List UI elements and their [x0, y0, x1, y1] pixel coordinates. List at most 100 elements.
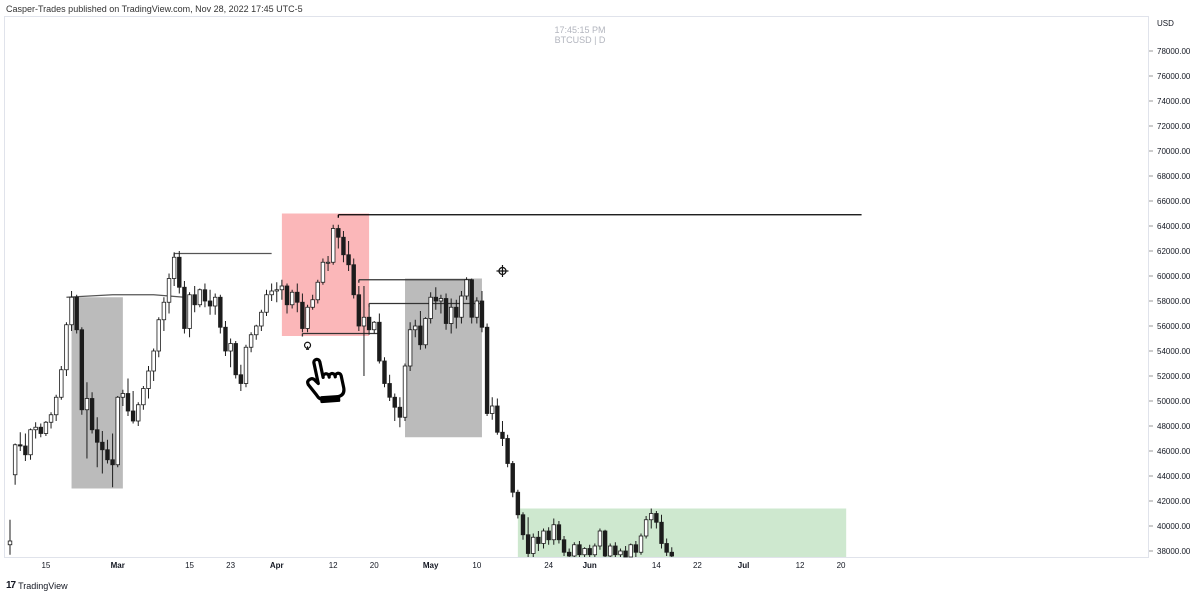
candle[interactable]: [654, 511, 659, 529]
candle[interactable]: [351, 258, 356, 299]
candle[interactable]: [628, 543, 633, 558]
candle[interactable]: [608, 543, 613, 558]
candle[interactable]: [125, 378, 131, 417]
candle[interactable]: [279, 279, 285, 300]
candle[interactable]: [413, 319, 418, 338]
candle[interactable]: [520, 512, 526, 540]
candle[interactable]: [192, 286, 197, 313]
candle[interactable]: [382, 357, 387, 388]
zone-box[interactable]: [517, 508, 847, 558]
candle[interactable]: [587, 544, 592, 557]
candle[interactable]: [146, 366, 151, 399]
pointing-hand-icon[interactable]: [303, 355, 346, 404]
candle[interactable]: [592, 543, 598, 558]
candle[interactable]: [89, 392, 95, 434]
curved-level-line[interactable]: [66, 294, 185, 298]
candle[interactable]: [448, 298, 454, 334]
candle[interactable]: [228, 338, 233, 368]
candle[interactable]: [495, 398, 500, 435]
candle[interactable]: [243, 344, 249, 388]
candle[interactable]: [623, 546, 628, 558]
candle[interactable]: [546, 527, 551, 545]
candle[interactable]: [33, 422, 38, 439]
tradingview-logo[interactable]: 17: [6, 580, 16, 591]
candle[interactable]: [469, 278, 474, 324]
candle[interactable]: [269, 283, 274, 302]
candle[interactable]: [356, 286, 362, 331]
candle[interactable]: [84, 382, 90, 459]
candle[interactable]: [597, 528, 603, 550]
candle[interactable]: [330, 224, 336, 265]
candle[interactable]: [500, 421, 505, 446]
candle[interactable]: [361, 286, 367, 376]
candle[interactable]: [64, 322, 69, 376]
candle[interactable]: [300, 293, 305, 333]
candle[interactable]: [197, 288, 203, 308]
candle[interactable]: [377, 313, 382, 364]
candle[interactable]: [161, 297, 167, 331]
candle[interactable]: [346, 241, 351, 271]
candle[interactable]: [100, 431, 105, 474]
candle[interactable]: [53, 394, 59, 421]
candle[interactable]: [464, 277, 469, 300]
candle[interactable]: [315, 279, 320, 304]
candle[interactable]: [177, 251, 182, 294]
candle[interactable]: [202, 283, 208, 308]
candle[interactable]: [218, 294, 223, 334]
candle[interactable]: [115, 396, 120, 468]
candle[interactable]: [566, 548, 572, 558]
candle[interactable]: [264, 289, 269, 316]
candle[interactable]: [59, 366, 64, 400]
candle[interactable]: [531, 533, 536, 558]
candle[interactable]: [336, 224, 341, 249]
candle[interactable]: [505, 434, 510, 468]
candle[interactable]: [248, 332, 254, 353]
candle[interactable]: [459, 291, 464, 324]
candle[interactable]: [23, 433, 28, 462]
candle[interactable]: [120, 389, 126, 406]
candle[interactable]: [418, 311, 423, 350]
candle[interactable]: [366, 306, 372, 335]
candle[interactable]: [407, 322, 413, 371]
candle[interactable]: [136, 402, 141, 426]
candle[interactable]: [310, 294, 315, 310]
candle[interactable]: [649, 508, 654, 529]
candle[interactable]: [572, 542, 577, 557]
candle[interactable]: [474, 297, 480, 324]
candle[interactable]: [12, 443, 18, 485]
candle[interactable]: [130, 391, 136, 424]
candle[interactable]: [541, 528, 546, 549]
candle[interactable]: [484, 323, 490, 417]
candle[interactable]: [207, 289, 213, 315]
candle[interactable]: [392, 393, 397, 422]
candle[interactable]: [48, 412, 54, 429]
candle[interactable]: [561, 536, 567, 556]
candle[interactable]: [428, 292, 433, 324]
candle[interactable]: [515, 489, 521, 519]
crosshair-icon[interactable]: [496, 265, 509, 277]
candle[interactable]: [556, 521, 562, 544]
zone-box[interactable]: [405, 278, 482, 438]
lightbulb-icon[interactable]: [303, 341, 312, 350]
candle[interactable]: [212, 293, 218, 315]
candle[interactable]: [638, 533, 644, 555]
candle[interactable]: [536, 531, 541, 551]
candle[interactable]: [551, 518, 556, 545]
candle[interactable]: [669, 547, 674, 557]
candle[interactable]: [618, 548, 623, 558]
candle[interactable]: [141, 386, 146, 410]
candle[interactable]: [659, 514, 664, 549]
candle[interactable]: [156, 317, 161, 358]
candle[interactable]: [295, 283, 300, 313]
candle[interactable]: [233, 341, 238, 379]
candle[interactable]: [105, 439, 110, 464]
candle[interactable]: [320, 258, 326, 285]
candle[interactable]: [284, 283, 290, 314]
candle[interactable]: [18, 432, 23, 451]
candle[interactable]: [438, 294, 444, 314]
candle[interactable]: [602, 529, 608, 557]
candle[interactable]: [490, 397, 495, 420]
candle[interactable]: [525, 517, 531, 557]
candle[interactable]: [171, 252, 177, 286]
